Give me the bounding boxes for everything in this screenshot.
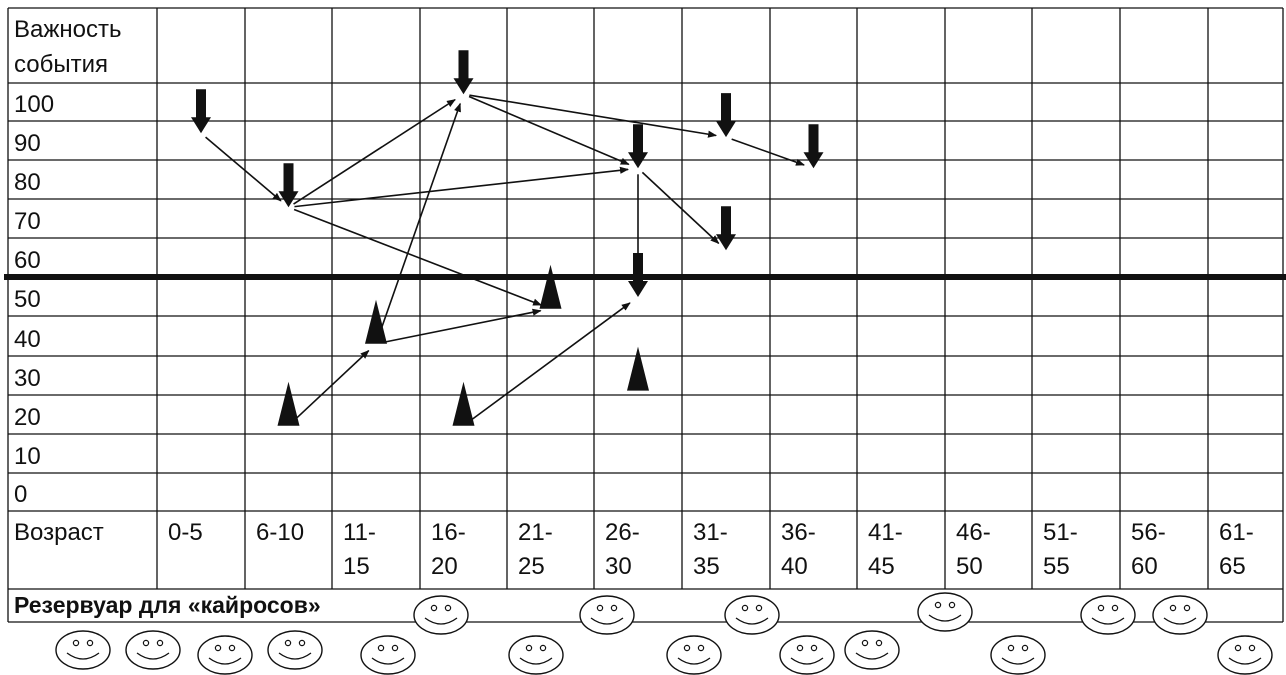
y-axis-title: события [14, 51, 108, 78]
link-arrow [293, 208, 543, 306]
smiley-icon [1080, 595, 1136, 635]
x-tick-label: 0-5 [168, 519, 203, 546]
y-tick-label: 90 [14, 130, 41, 157]
event-marker-down [278, 163, 299, 208]
event-marker-down [803, 124, 824, 169]
link-arrow [468, 95, 630, 166]
smiley-icon [55, 630, 111, 670]
smiley-icon [844, 630, 900, 670]
smiley-icon [1152, 595, 1208, 635]
y-tick-label: 10 [14, 443, 41, 470]
y-tick-label: 80 [14, 169, 41, 196]
reservoir [55, 592, 1273, 675]
event-marker-down [716, 93, 736, 138]
event-marker-up [627, 346, 649, 391]
x-tick-label: 11- [343, 519, 376, 546]
event-marker-down [191, 89, 211, 134]
y-tick-label: 50 [14, 286, 41, 313]
x-tick-label: 45 [868, 553, 895, 580]
event-marker-up [277, 381, 300, 426]
x-tick-label: 30 [605, 553, 632, 580]
x-tick-label: 51- [1043, 519, 1078, 546]
smiley-icon [360, 635, 416, 675]
smiley-icon [724, 595, 780, 635]
y-tick-label: 30 [14, 365, 41, 392]
link-arrow [292, 350, 370, 423]
grid [4, 7, 1286, 623]
x-tick-label: 61- [1219, 519, 1254, 546]
x-tick-label: 41- [868, 519, 903, 546]
link-arrow [467, 302, 631, 423]
x-tick-label: 25 [518, 553, 545, 580]
link-arrow [377, 102, 461, 339]
x-tick-label: 15 [343, 553, 370, 580]
y-tick-label: 0 [14, 481, 27, 508]
smiley-icon [1217, 635, 1273, 675]
x-tick-label: 60 [1131, 553, 1158, 580]
links [205, 94, 805, 423]
link-arrow [205, 136, 282, 202]
link-arrow [641, 171, 720, 245]
smiley-icon [413, 595, 469, 635]
y-tick-label: 40 [14, 326, 41, 353]
link-arrow [294, 166, 629, 208]
y-tick-label: 60 [14, 247, 41, 274]
markers [191, 50, 824, 426]
x-tick-label: 26- [605, 519, 640, 546]
smiley-icon [197, 635, 253, 675]
smiley-icon [267, 630, 323, 670]
x-tick-label: 21- [518, 519, 553, 546]
smiley-icon [666, 635, 722, 675]
x-tick-label: 55 [1043, 553, 1070, 580]
smiley-icon [508, 635, 564, 675]
event-marker-up [539, 264, 562, 309]
reservoir-label: Резервуар для «кайросов» [14, 592, 321, 618]
y-tick-label: 70 [14, 208, 41, 235]
link-arrow [731, 138, 805, 166]
x-tick-label: 20 [431, 553, 458, 580]
x-tick-label: 65 [1219, 553, 1246, 580]
x-axis-title: Возраст [14, 519, 104, 546]
x-tick-label: 6-10 [256, 519, 304, 546]
labels: Важностьсобытия1009080706050403020100Воз… [14, 16, 1254, 618]
event-marker-down [628, 124, 648, 169]
event-marker-down [628, 253, 648, 297]
event-marker-up [452, 381, 475, 426]
smiley-icon [125, 630, 181, 670]
link-arrow [381, 308, 542, 344]
smiley-icon [990, 635, 1046, 675]
x-tick-label: 36- [781, 519, 816, 546]
x-tick-label: 46- [956, 519, 991, 546]
x-tick-label: 16- [431, 519, 466, 546]
event-marker-down [453, 50, 474, 95]
x-tick-label: 56- [1131, 519, 1166, 546]
smiley-icon [917, 592, 973, 632]
smiley-icon [579, 595, 635, 635]
y-tick-label: 20 [14, 404, 41, 431]
x-tick-label: 50 [956, 553, 983, 580]
y-tick-label: 100 [14, 91, 54, 118]
link-arrow [469, 94, 718, 138]
y-axis-title: Важность [14, 16, 122, 43]
x-tick-label: 31- [693, 519, 728, 546]
x-tick-label: 35 [693, 553, 720, 580]
event-marker-up [365, 299, 387, 344]
smiley-icon [779, 635, 835, 675]
x-tick-label: 40 [781, 553, 808, 580]
link-arrow [293, 98, 456, 205]
event-marker-down [716, 206, 736, 251]
